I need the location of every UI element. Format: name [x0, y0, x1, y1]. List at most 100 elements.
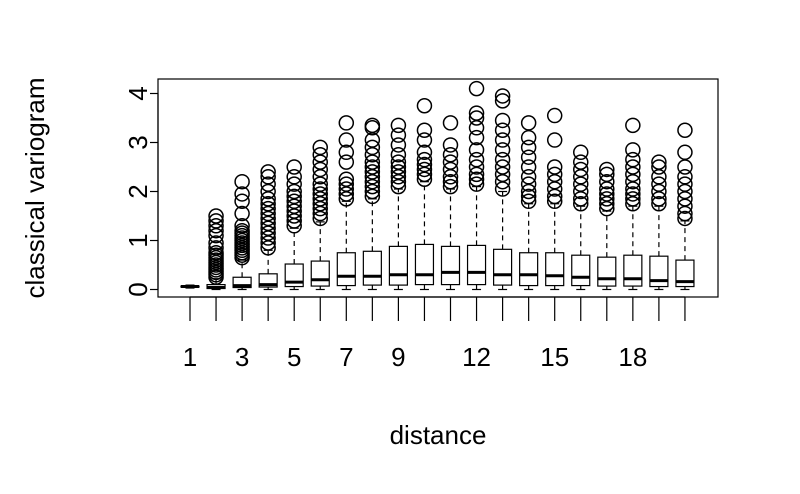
box-9 — [388, 117, 408, 291]
outlier-point — [468, 80, 485, 97]
box-body — [493, 248, 513, 286]
y-tick-label: 3 — [123, 135, 153, 149]
box-12 — [466, 80, 487, 291]
box-16 — [571, 144, 591, 291]
outlier-point — [468, 105, 485, 121]
outlier-point — [599, 191, 615, 207]
outlier-point — [494, 151, 511, 168]
outlier-point — [651, 196, 667, 212]
outlier-point — [442, 137, 459, 153]
x-tick-label: 1 — [183, 342, 197, 372]
outlier-point — [573, 144, 589, 161]
box-15 — [545, 107, 565, 291]
outlier-point — [520, 176, 537, 192]
outlier-point — [234, 193, 250, 210]
x-tick-label: 15 — [540, 342, 569, 372]
outlier-point — [390, 137, 407, 153]
x-tick-label: 7 — [339, 342, 353, 372]
outlier-point — [260, 176, 276, 192]
box-body — [519, 252, 539, 287]
box-body — [310, 260, 330, 287]
y-axis: 0 1 2 3 4 — [123, 86, 159, 297]
outlier-point — [625, 191, 641, 207]
outlier-point — [312, 139, 328, 156]
outlier-point — [338, 115, 355, 131]
outlier-point — [416, 144, 433, 161]
y-tick-label: 0 — [123, 282, 153, 296]
outlier-point — [625, 159, 641, 175]
outlier-point — [677, 122, 693, 138]
outlier-point — [520, 188, 537, 205]
outlier-point — [234, 205, 250, 222]
outlier-point — [416, 122, 433, 138]
outlier-point — [494, 142, 511, 158]
box-4 — [258, 164, 278, 291]
outlier-point — [364, 117, 381, 134]
outlier-point — [416, 156, 433, 173]
box-body — [362, 250, 382, 286]
outlier-point — [651, 176, 667, 192]
outlier-point — [390, 127, 407, 143]
outlier-point — [677, 169, 693, 185]
outlier-point — [338, 154, 355, 170]
outlier-point — [286, 169, 302, 185]
outlier-point — [468, 171, 485, 187]
outlier-point — [338, 176, 355, 192]
box-20 — [675, 122, 695, 291]
outlier-point — [390, 154, 407, 170]
outlier-point — [442, 147, 459, 163]
outlier-point — [260, 164, 276, 180]
x-tick-label: 18 — [618, 342, 647, 372]
box-body — [232, 276, 252, 289]
box-10 — [414, 98, 435, 291]
outlier-point — [651, 159, 667, 175]
outlier-point — [573, 161, 589, 178]
outlier-point — [260, 196, 276, 212]
outlier-point — [520, 149, 537, 165]
outlier-point — [494, 122, 511, 138]
outlier-point — [494, 159, 511, 175]
outlier-point — [234, 222, 250, 239]
box-body — [440, 245, 461, 286]
outlier-point — [677, 144, 693, 161]
outlier-point — [338, 132, 355, 148]
outlier-point — [468, 151, 485, 168]
box-18 — [623, 117, 643, 291]
outlier-point — [442, 154, 459, 170]
outlier-point — [208, 245, 224, 261]
box-11 — [440, 115, 461, 291]
outlier-point — [416, 132, 433, 148]
box-body — [466, 244, 487, 286]
x-tick-label: 5 — [287, 342, 301, 372]
x-tick-label: 3 — [235, 342, 249, 372]
outlier-point — [520, 115, 537, 131]
outlier-point — [208, 235, 224, 251]
outlier-point — [442, 115, 459, 131]
box-14 — [519, 115, 539, 291]
outlier-point — [390, 117, 407, 134]
outlier-point — [364, 159, 381, 175]
y-tick-label: 2 — [123, 184, 153, 198]
outlier-point — [312, 186, 328, 202]
outlier-point — [599, 166, 615, 183]
outlier-point — [546, 193, 563, 210]
outlier-point — [625, 117, 641, 134]
outlier-point — [286, 188, 302, 205]
outlier-point — [260, 169, 276, 185]
x-axis: 1 3 5 7 9 12 15 18 — [183, 296, 686, 372]
outlier-point — [468, 176, 485, 192]
outlier-point — [520, 193, 537, 210]
outlier-point — [234, 186, 250, 202]
box-3 — [232, 173, 252, 291]
y-tick-label: 4 — [123, 86, 153, 100]
outlier-point — [494, 112, 511, 129]
box-2 — [206, 208, 226, 291]
outlier-point — [599, 173, 615, 190]
outlier-point — [364, 164, 381, 180]
outlier-point — [416, 98, 433, 114]
outlier-point — [442, 178, 459, 195]
x-tick-label: 12 — [462, 342, 491, 372]
box-body — [649, 255, 669, 288]
outlier-point — [520, 139, 537, 156]
